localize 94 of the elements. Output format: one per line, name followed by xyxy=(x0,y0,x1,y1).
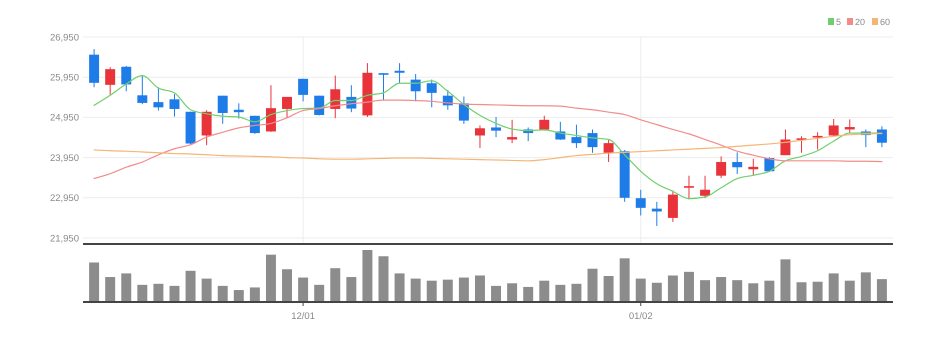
bar xyxy=(588,268,598,302)
candlestick xyxy=(202,110,212,146)
candlestick xyxy=(684,175,694,200)
bar xyxy=(844,280,855,302)
bar xyxy=(362,250,372,302)
candlestick xyxy=(668,190,678,222)
bar xyxy=(523,286,534,302)
bar xyxy=(330,268,340,302)
bar xyxy=(426,280,437,302)
bar xyxy=(796,282,806,302)
y-tick-label: 25,950 xyxy=(50,72,79,84)
bar xyxy=(137,284,148,302)
bar xyxy=(716,277,726,302)
bar xyxy=(604,276,614,302)
bar xyxy=(202,278,212,302)
bar xyxy=(346,277,356,302)
candlestick xyxy=(571,124,582,148)
candlestick xyxy=(828,118,839,137)
bar xyxy=(314,284,324,302)
y-tick-label: 23,950 xyxy=(50,152,79,164)
candlestick xyxy=(700,175,710,199)
bar xyxy=(507,283,518,302)
candlestick xyxy=(426,79,437,108)
bar xyxy=(170,286,180,302)
bar xyxy=(652,282,662,302)
bar xyxy=(876,279,887,302)
candlestick xyxy=(844,118,855,134)
bar xyxy=(442,280,453,302)
candlestick xyxy=(876,126,887,148)
candlestick xyxy=(604,138,614,163)
x-tick-label: 01/02 xyxy=(628,311,653,322)
candlestick xyxy=(507,119,518,144)
y-tick-label: 22,950 xyxy=(50,193,79,204)
candlestick xyxy=(588,128,598,154)
bar xyxy=(234,290,244,302)
bar xyxy=(812,282,823,302)
bar xyxy=(684,272,694,302)
y-tick-label: 21,950 xyxy=(50,233,79,244)
bar xyxy=(394,273,405,302)
bar xyxy=(298,278,308,302)
bar xyxy=(571,284,582,302)
bar xyxy=(539,280,550,302)
legend-label: 5 xyxy=(836,17,842,28)
legend-label: 60 xyxy=(880,17,890,28)
bar xyxy=(860,272,871,302)
candlestick xyxy=(218,95,228,124)
bar xyxy=(620,258,630,302)
candlestick xyxy=(137,74,148,105)
bar xyxy=(780,259,790,302)
bar xyxy=(458,278,469,302)
candlestick xyxy=(652,201,662,226)
bar xyxy=(491,286,502,302)
bar xyxy=(105,277,116,302)
bar xyxy=(668,275,678,302)
bar xyxy=(636,278,646,302)
candlestick xyxy=(732,152,742,175)
candlestick xyxy=(121,65,132,92)
bar xyxy=(764,280,774,302)
candlestick xyxy=(410,73,421,102)
candlestick xyxy=(298,78,308,102)
y-tick-label: 24,950 xyxy=(50,112,79,124)
candlestick xyxy=(378,72,388,100)
bar xyxy=(266,254,276,302)
bar xyxy=(186,270,196,302)
x-tick-label: 12/01 xyxy=(291,311,315,322)
candlestick xyxy=(716,156,726,179)
candlestick xyxy=(748,158,758,176)
bar xyxy=(282,269,292,302)
candlestick xyxy=(636,189,646,216)
candlestick xyxy=(153,86,164,112)
bar xyxy=(732,280,742,302)
candlestick xyxy=(266,84,276,132)
y-tick-label: 26,950 xyxy=(50,32,79,44)
bar xyxy=(153,284,164,302)
bar xyxy=(89,262,100,302)
candlestick xyxy=(474,124,485,148)
bar xyxy=(555,284,566,302)
bar xyxy=(474,275,485,302)
candlestick xyxy=(314,95,324,116)
candlestick xyxy=(394,62,405,84)
candlestick xyxy=(105,66,116,95)
candlestick xyxy=(170,94,180,118)
bar xyxy=(121,273,132,302)
legend-label: 20 xyxy=(855,17,866,28)
bar xyxy=(410,278,421,302)
bar xyxy=(748,283,758,302)
candlestick xyxy=(282,96,292,119)
bar xyxy=(828,273,839,302)
candlestick xyxy=(491,116,502,138)
bar xyxy=(218,286,228,302)
candlestick xyxy=(539,115,550,132)
bar xyxy=(250,287,260,302)
bar xyxy=(378,256,388,302)
bar xyxy=(700,280,710,302)
